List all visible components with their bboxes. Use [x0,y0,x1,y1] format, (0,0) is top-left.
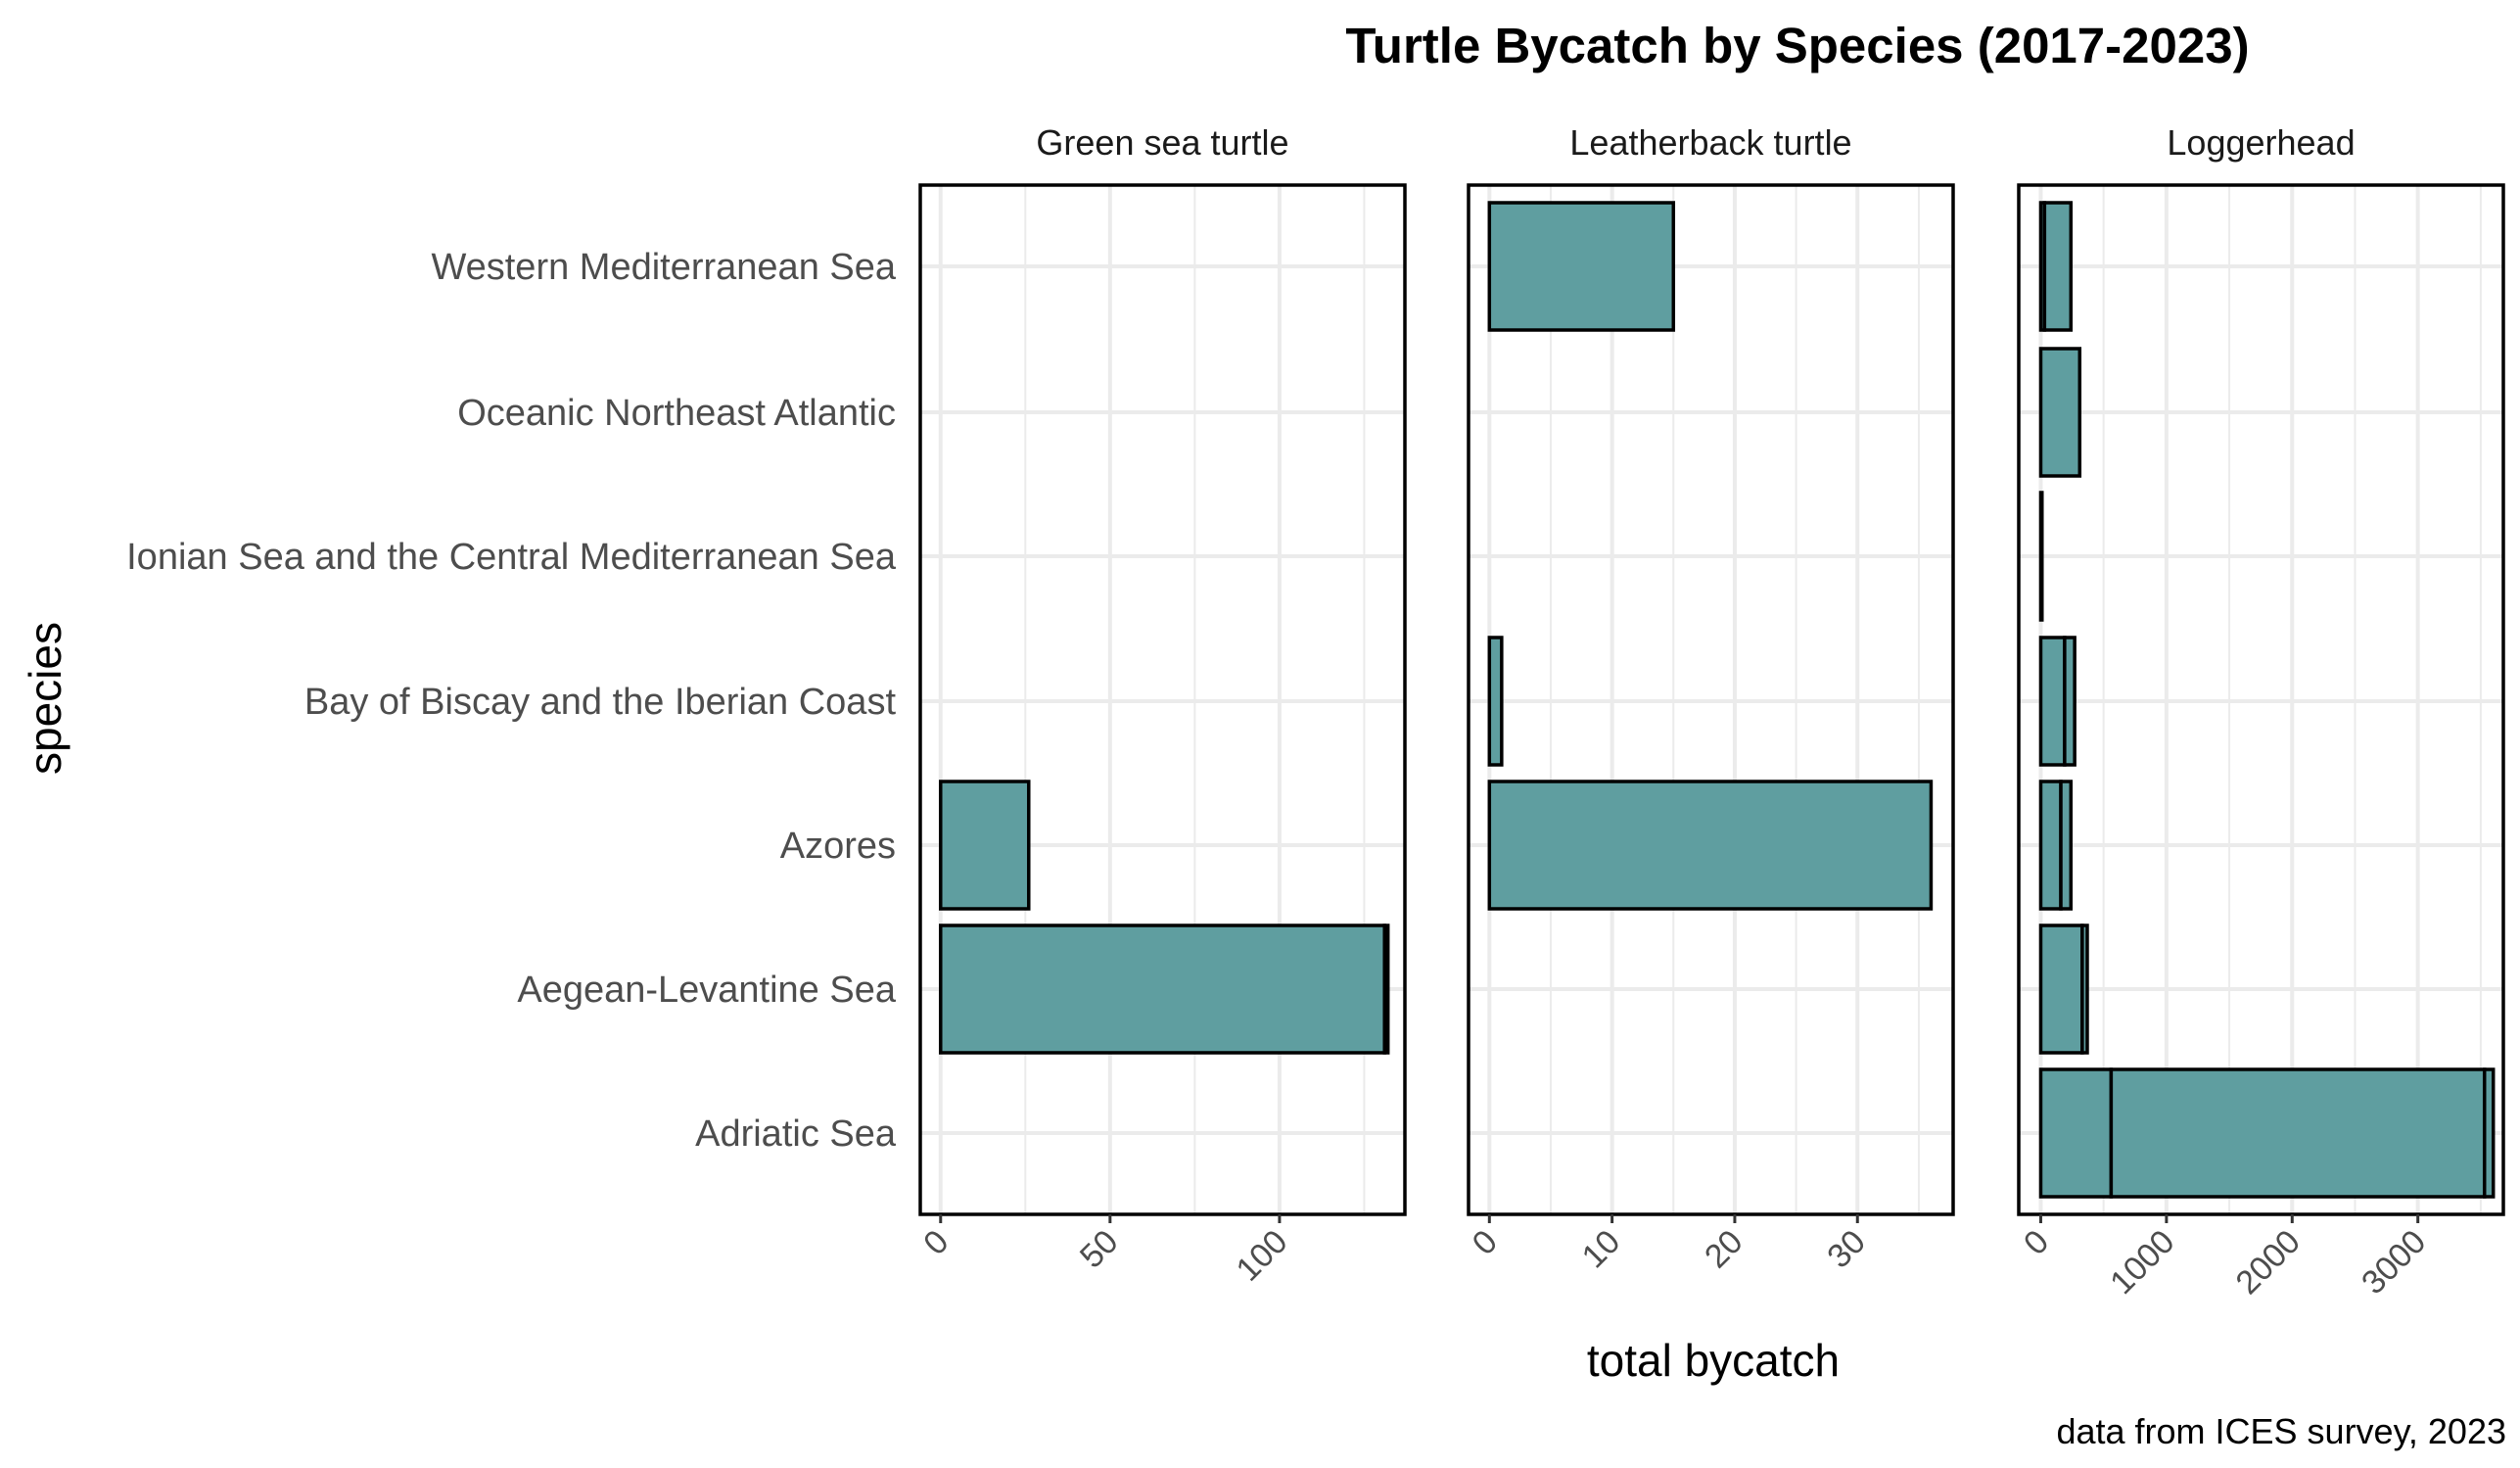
bar-segment-aegean-levantine-sea [2080,923,2089,1055]
x-tick-label: 0 [1466,1223,1505,1262]
x-tick-label: 0 [2017,1223,2056,1262]
bar-segment-adriatic-sea [2038,1067,2114,1199]
bar-segment-bay-of-biscay-and-the-iberian-coast [2038,636,2067,767]
panel-leatherback-turtle: Leatherback turtle 0 10 20 30 [1466,122,1955,1276]
x-tick-label: 1000 [2103,1223,2181,1302]
panel-green-sea-turtle: Green sea turtle 0 50 100 [916,122,1407,1289]
bar-segment-adriatic-sea [2482,1067,2496,1199]
x-tick-label: 20 [1698,1223,1750,1276]
y-axis-tick-labels: Western Mediterranean Sea Oceanic Northea… [126,247,897,1155]
x-tick-label: 2000 [2229,1223,2308,1302]
bar-segment-aegean-levantine-sea [939,923,1386,1055]
bar-segment-azores [1487,780,1934,911]
bar-segment-aegean-levantine-sea [1382,923,1390,1055]
x-tick-label: 100 [1230,1223,1295,1289]
x-tick-label: 50 [1073,1223,1126,1276]
x-tick-label: 3000 [2355,1223,2433,1302]
facet-strip-label: Loggerhead [2167,122,2355,163]
y-tick-label-western-mediterranean-sea: Western Mediterranean Sea [431,247,896,288]
bar-segment-ionian-sea-and-the-central-mediterranean-sea [2038,491,2044,622]
chart-caption: data from ICES survey, 2023 [2056,1411,2506,1451]
y-tick-label-ionian-sea-and-the-central-mediterranean-sea: Ionian Sea and the Central Mediterranean… [126,537,897,578]
x-tick-label: 30 [1820,1223,1873,1276]
bar-segment-azores [939,780,1031,911]
y-axis-label: species [20,622,70,775]
y-tick-label-adriatic-sea: Adriatic Sea [695,1113,897,1155]
bar-segment-adriatic-sea [2109,1067,2487,1199]
bar-segment-azores [2038,780,2063,911]
bar-segment-oceanic-northeast-atlantic [2038,347,2082,478]
y-tick-label-bay-of-biscay-and-the-iberian-coast: Bay of Biscay and the Iberian Coast [304,682,897,723]
bar-segment-bay-of-biscay-and-the-iberian-coast [2063,636,2077,767]
facet-strip-label: Green sea turtle [1036,122,1288,163]
y-tick-label-aegean-levantine-sea: Aegean-Levantine Sea [517,970,897,1011]
y-tick-label-azores: Azores [780,826,896,867]
bar-segment-western-mediterranean-sea [2042,201,2074,332]
bar-segment-azores [2059,780,2074,911]
x-tick-label: 10 [1575,1223,1628,1276]
panel-border [918,183,1407,1216]
bar-segment-bay-of-biscay-and-the-iberian-coast [1487,636,1504,767]
y-tick-label-oceanic-northeast-atlantic: Oceanic Northeast Atlantic [457,393,896,434]
panel-loggerhead: Loggerhead 0 1000 2000 3000 [2017,122,2505,1302]
bar-segment-western-mediterranean-sea [1487,201,1676,332]
x-tick-label: 0 [916,1223,956,1262]
x-axis-label: total bycatch [1587,1335,1840,1386]
panel-border [1467,183,1955,1216]
facet-strip-label: Leatherback turtle [1569,122,1851,163]
bar-segment-aegean-levantine-sea [2038,923,2084,1055]
chart-title: Turtle Bycatch by Species (2017-2023) [1345,18,2249,73]
panel-border [2017,183,2505,1216]
